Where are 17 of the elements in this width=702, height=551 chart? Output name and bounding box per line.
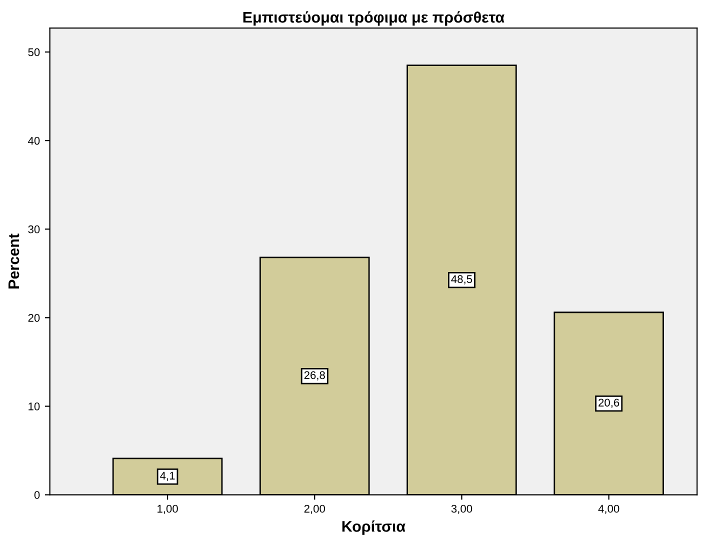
y-tick-label: 0 bbox=[34, 491, 40, 499]
y-axis-title: Percent bbox=[8, 234, 20, 288]
y-tick-label: 40 bbox=[28, 136, 40, 145]
data-label: 20,6 bbox=[598, 398, 620, 408]
data-label: 48,5 bbox=[451, 275, 472, 284]
chart-title: Εμπιστεύομαι τρόφιμα με πρόσθετα bbox=[243, 11, 504, 26]
x-tick-label: 4,00 bbox=[598, 504, 620, 514]
y-tick-label: 30 bbox=[28, 225, 40, 234]
data-label: 26,8 bbox=[304, 371, 325, 380]
x-tick-label: 1,00 bbox=[158, 504, 178, 514]
y-tick-label: 50 bbox=[28, 48, 40, 56]
x-tick-label: 3,00 bbox=[451, 504, 472, 514]
x-tick-label: 2,00 bbox=[304, 504, 326, 514]
y-tick-label: 10 bbox=[28, 402, 40, 410]
y-tick-label: 20 bbox=[28, 314, 40, 322]
data-label: 4,1 bbox=[160, 472, 175, 481]
x-axis-title: Κορίτσια bbox=[342, 520, 406, 535]
